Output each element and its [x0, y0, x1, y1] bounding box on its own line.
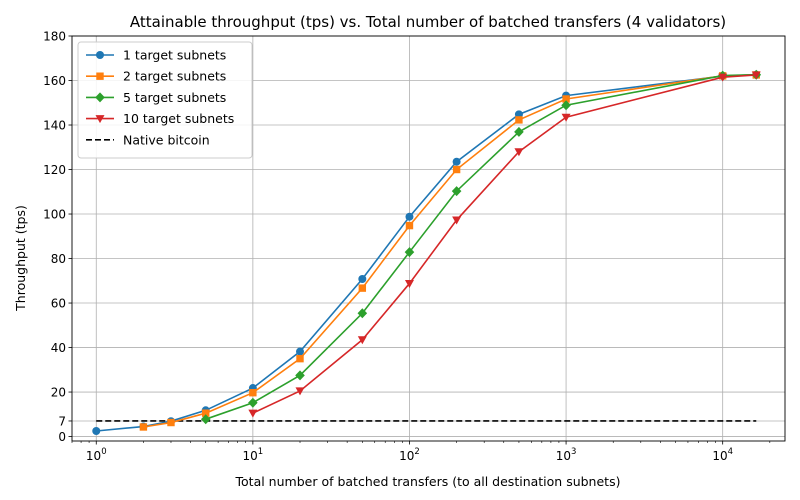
y-tick-label: 0 [58, 430, 66, 444]
legend-label: 1 target subnets [123, 48, 226, 63]
data-point [295, 387, 305, 396]
data-point [358, 284, 367, 292]
legend-marker [96, 72, 104, 80]
data-point [248, 397, 258, 408]
series-4 [248, 71, 761, 418]
data-point [452, 157, 461, 166]
data-point [561, 100, 571, 111]
data-point [296, 347, 305, 356]
legend-label: 10 target subnets [123, 111, 234, 126]
data-point [452, 165, 461, 174]
data-point [514, 126, 524, 137]
y-tick-label: 140 [43, 118, 66, 132]
data-point [357, 336, 367, 345]
y-tick-label: 120 [43, 163, 66, 177]
x-axis-label: Total number of batched transfers (to al… [235, 474, 621, 489]
x-tick-label: 103 [556, 447, 577, 463]
legend-label: Native bitcoin [123, 132, 210, 147]
data-point [358, 275, 367, 283]
series-line [205, 73, 757, 420]
data-point [405, 221, 414, 230]
x-axis-ticks: 100 101 102 103 104 [71, 441, 771, 463]
y-axis-ticks: 0 7 20 40 60 80 100 120 140 160 180 [43, 29, 72, 444]
data-point [200, 414, 211, 425]
data-point [515, 116, 523, 124]
data-point [404, 247, 415, 258]
series-3 [200, 69, 762, 425]
y-tick-label: 60 [51, 296, 66, 310]
data-point [561, 113, 571, 122]
legend-box [77, 41, 253, 159]
data-point [249, 389, 257, 397]
data-point [139, 423, 148, 431]
data-point [452, 216, 462, 225]
data-point [514, 148, 524, 157]
legend-marker [95, 115, 105, 124]
y-tick-label: 80 [51, 252, 66, 266]
legend-label: 5 target subnets [123, 90, 226, 105]
series-line [143, 74, 757, 428]
data-point [167, 418, 175, 427]
y-tick-label: 20 [51, 385, 66, 399]
series-layer [92, 69, 762, 435]
y-tick-label: 40 [51, 341, 66, 355]
y-tick-label: 7 [58, 414, 66, 428]
data-point [357, 308, 368, 319]
series-2 [139, 71, 760, 431]
data-point [404, 279, 414, 288]
y-tick-label: 180 [43, 29, 66, 43]
x-tick-label: 100 [86, 447, 107, 463]
legend-label: 2 target subnets [123, 69, 226, 84]
legend: 1 target subnets 2 target subnets 5 target… [77, 41, 253, 159]
data-point [295, 370, 305, 381]
legend-marker [96, 51, 104, 59]
x-tick-label: 104 [712, 447, 733, 463]
data-point [718, 73, 728, 82]
x-tick-label: 101 [243, 447, 264, 463]
data-point [92, 426, 101, 435]
plot-frame [71, 35, 786, 442]
data-point [405, 212, 414, 221]
data-point [562, 95, 570, 103]
data-point [202, 409, 210, 417]
data-point [248, 409, 258, 418]
y-axis-label: Throughput (tps) [13, 205, 28, 312]
y-tick-label: 160 [43, 74, 66, 88]
chart-title: Attainable throughput (tps) vs. Total nu… [130, 13, 726, 31]
x-tick-label: 102 [399, 447, 420, 463]
data-point [451, 186, 462, 197]
y-tick-label: 100 [43, 207, 66, 221]
legend-marker [95, 92, 105, 103]
data-point [296, 354, 304, 363]
data-point [751, 71, 761, 80]
